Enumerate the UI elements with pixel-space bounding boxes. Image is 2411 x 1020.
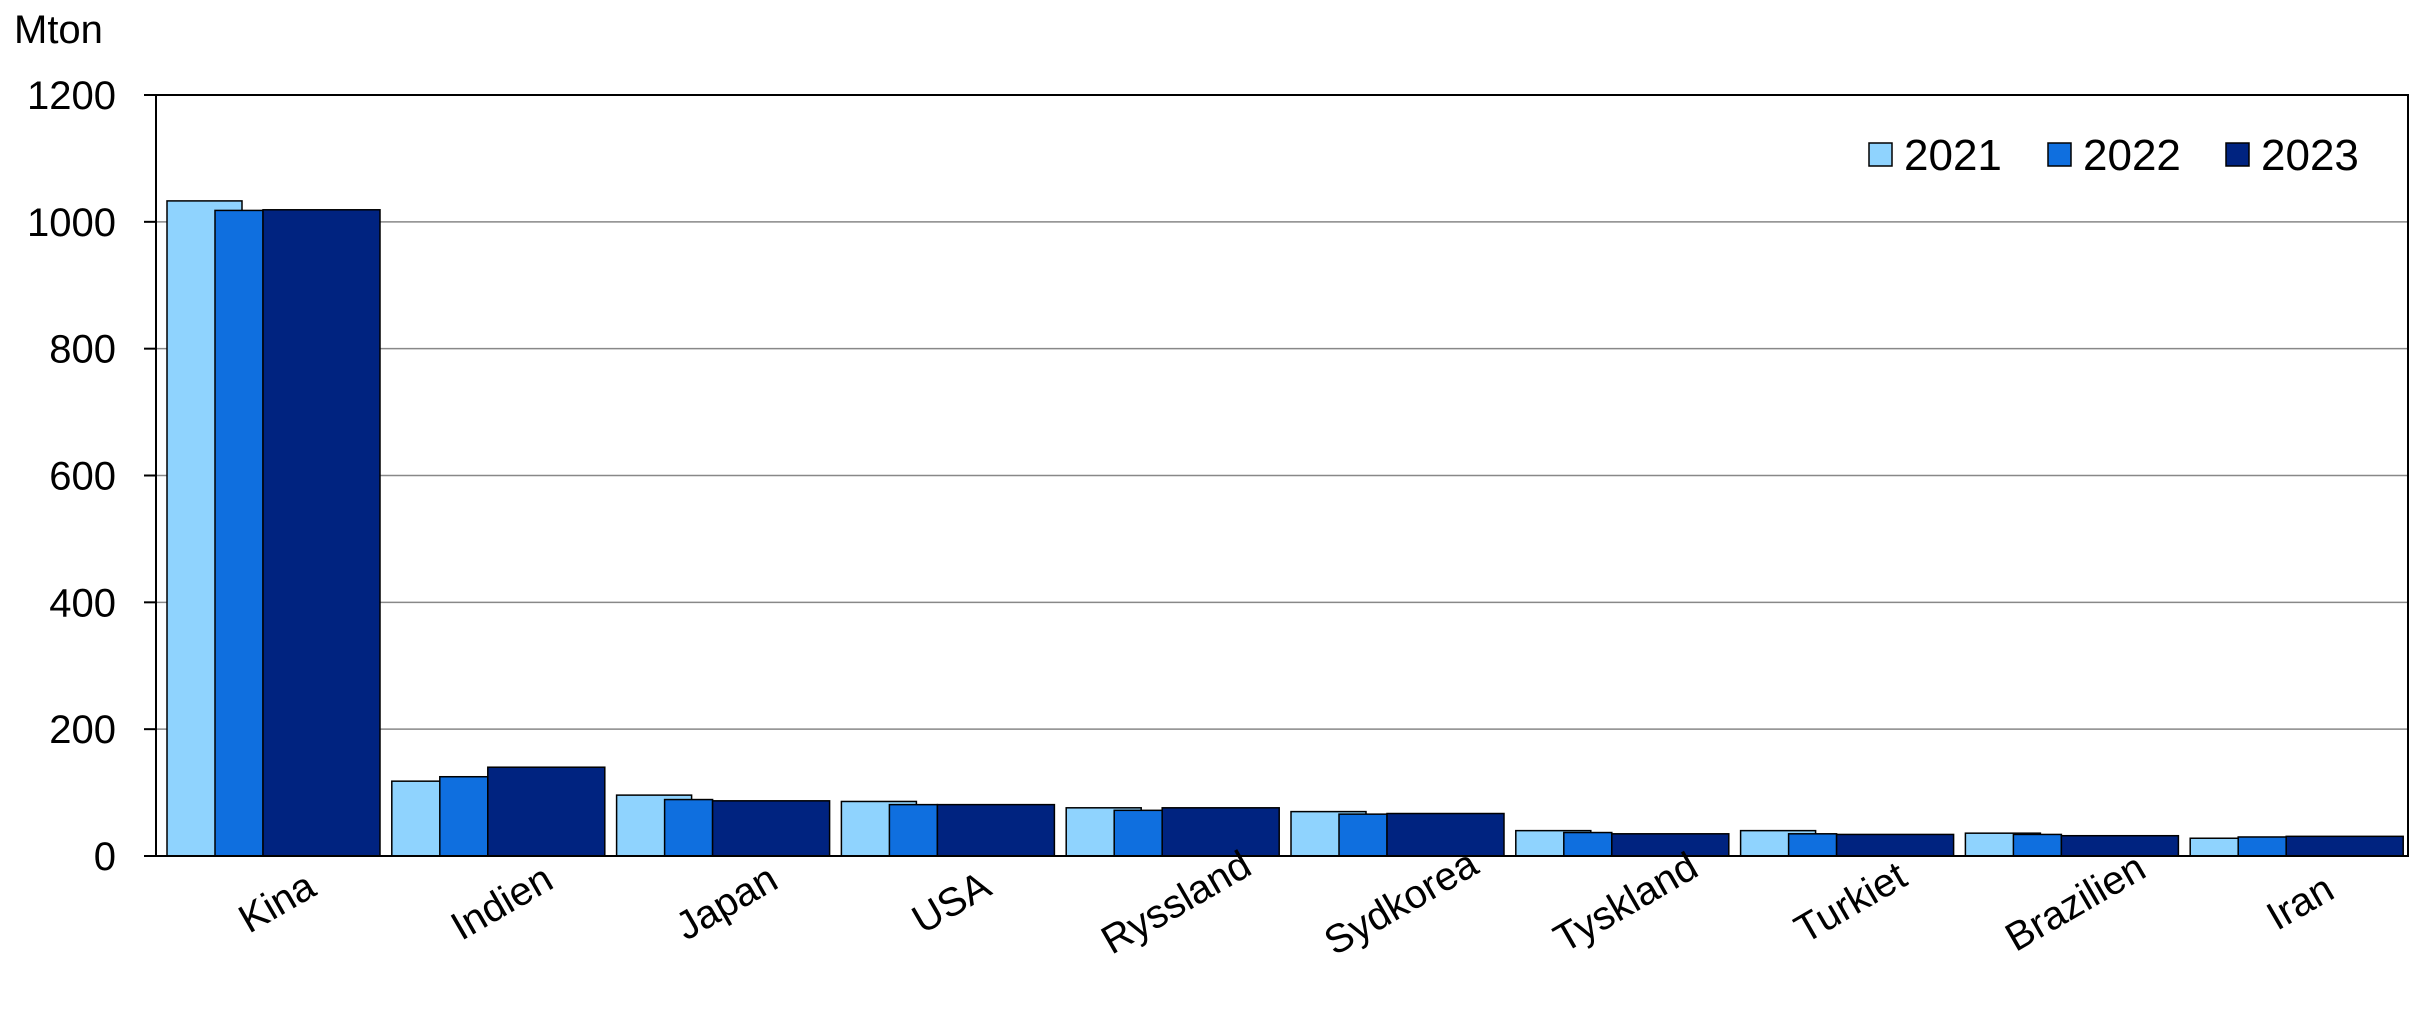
- x-category-label: Brazilien: [1998, 845, 2153, 960]
- y-axis-ticks: 0 200 400 600 800 1000 1200: [27, 74, 156, 879]
- bar-2023-Japan: [711, 800, 831, 857]
- x-category-label: Iran: [2259, 866, 2341, 939]
- bars: [166, 200, 2404, 857]
- bar-2023-Turkiet: [1835, 833, 1955, 857]
- bar-2023-Ryssland: [1161, 807, 1280, 857]
- x-category-label: USA: [905, 863, 999, 942]
- bar-2023-Sydkorea: [1386, 812, 1505, 857]
- x-category-label: Indien: [444, 856, 560, 949]
- plot-frame: [155, 94, 2409, 857]
- bar-2022-Kina: [214, 209, 264, 857]
- bar-2022-Brazilien: [2012, 833, 2063, 857]
- gridlines: [156, 221, 2408, 730]
- legend-label: 2023: [2261, 131, 2359, 180]
- x-axis-category-labels: Kina Indien Japan USA Ryssland Sydkorea Tyskla…: [231, 841, 2341, 964]
- legend-item-2023: 2023: [2225, 131, 2359, 180]
- x-category-label: Kina: [231, 863, 323, 942]
- y-tick-label: 0: [94, 835, 116, 879]
- x-category-label: Sydkorea: [1317, 841, 1486, 964]
- bar-2022-Japan: [663, 798, 714, 857]
- legend-item-2021: 2021: [1868, 131, 2002, 180]
- bar-2022-Iran: [2237, 836, 2287, 857]
- bar-2022-Sydkorea: [1338, 813, 1388, 857]
- legend-swatch: [1868, 142, 1893, 167]
- y-tick-label: 400: [49, 581, 116, 625]
- x-category-label: Tyskland: [1547, 844, 1706, 961]
- legend-item-2022: 2022: [2047, 131, 2181, 180]
- bar-2022-USA: [888, 803, 939, 857]
- bar-2023-USA: [936, 803, 1056, 857]
- x-category-label: Japan: [669, 856, 785, 949]
- bar-2023-Indien: [487, 766, 606, 857]
- legend: 2021 2022 2023: [1868, 131, 2359, 180]
- bar-2023-Kina: [262, 209, 381, 857]
- bar-2023-Iran: [2285, 835, 2404, 857]
- legend-label: 2021: [1904, 131, 2002, 180]
- y-tick-label: 1000: [27, 201, 116, 245]
- legend-label: 2022: [2083, 131, 2181, 180]
- legend-swatch: [2047, 142, 2072, 167]
- y-tick-label: 200: [49, 708, 116, 752]
- bar-2022-Ryssland: [1113, 809, 1163, 857]
- bar-2022-Indien: [439, 775, 489, 857]
- y-tick-label: 800: [49, 328, 116, 372]
- bar-2022-Turkiet: [1787, 833, 1838, 857]
- x-category-label: Ryssland: [1094, 843, 1258, 963]
- y-tick-label: 600: [49, 455, 116, 499]
- y-tick-label: 1200: [27, 74, 116, 118]
- x-category-label: Turkiet: [1787, 853, 1914, 951]
- y-axis-unit-label: Mton: [14, 8, 103, 52]
- legend-swatch: [2225, 142, 2250, 167]
- bar-2022-Tyskland: [1563, 831, 1613, 857]
